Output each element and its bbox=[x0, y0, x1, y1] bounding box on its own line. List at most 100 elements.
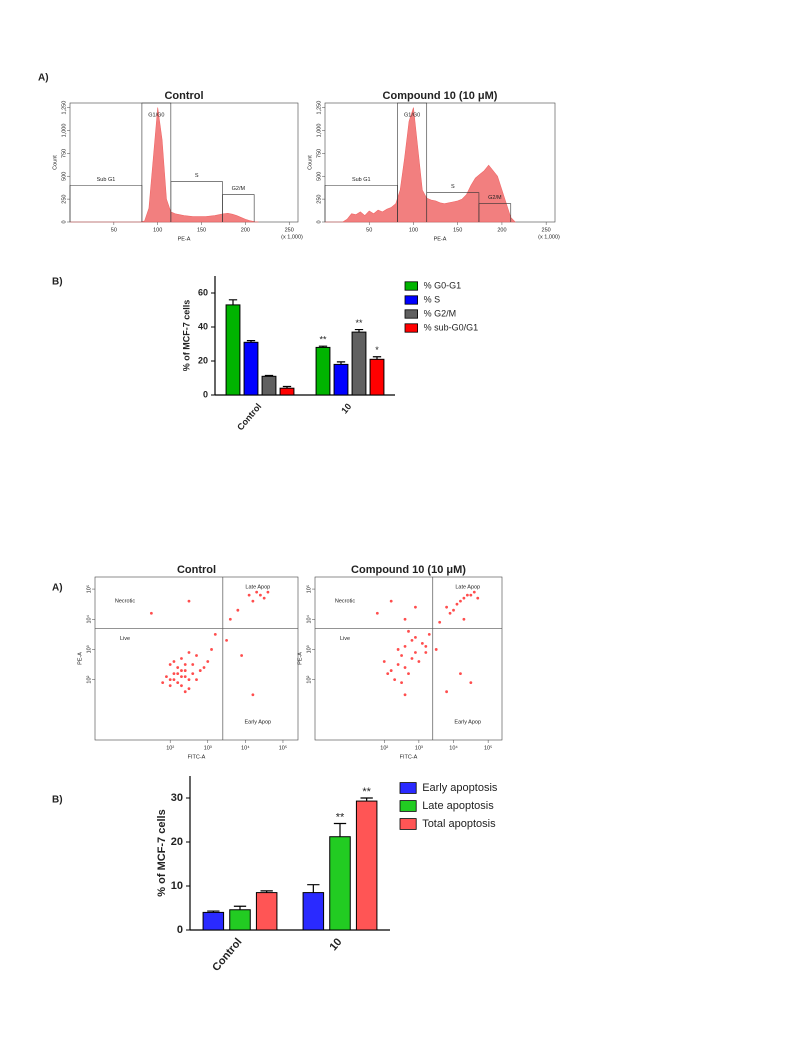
x-axis-note: (x 1,000) bbox=[538, 234, 560, 240]
dot bbox=[213, 632, 217, 636]
x-tick-label: 10⁴ bbox=[449, 744, 458, 751]
bar bbox=[243, 341, 259, 396]
error-bar bbox=[360, 797, 373, 802]
gate-label: S bbox=[451, 184, 455, 190]
y-tick-label: 500 bbox=[316, 172, 322, 181]
y-tick-label: 60 bbox=[198, 287, 208, 297]
dot bbox=[462, 617, 466, 621]
x-axis-note: (x 1,000) bbox=[281, 234, 303, 240]
dot bbox=[228, 617, 232, 621]
error-bar bbox=[372, 356, 382, 360]
y-tick-label: 10² bbox=[306, 675, 312, 683]
legend-label: Late apoptosis bbox=[422, 800, 494, 812]
y-tick-label: 250 bbox=[316, 195, 322, 204]
dot bbox=[424, 651, 428, 654]
y-axis-label: % of MCF-7 cells bbox=[156, 809, 168, 896]
significance-label: ** bbox=[355, 318, 363, 328]
significance-label: * bbox=[375, 345, 379, 355]
dot bbox=[427, 632, 431, 636]
dot bbox=[445, 605, 448, 609]
dot bbox=[417, 660, 421, 663]
legend-label: % G2/M bbox=[424, 308, 457, 318]
x-axis-label: FITC-A bbox=[188, 754, 206, 760]
x-axis-label: FITC-A bbox=[400, 754, 418, 760]
x-tick-label: 200 bbox=[497, 227, 506, 233]
dot bbox=[187, 678, 191, 682]
quadrant-label: Early Apop bbox=[245, 719, 272, 725]
y-tick-label: 10² bbox=[86, 675, 92, 683]
dot bbox=[424, 645, 428, 648]
x-tick-label: 100 bbox=[409, 227, 418, 233]
dot bbox=[403, 693, 407, 697]
y-tick-label: 0 bbox=[61, 220, 67, 223]
x-axis-label: PE-A bbox=[178, 236, 191, 242]
dot bbox=[210, 648, 213, 651]
y-tick-label: 0 bbox=[316, 220, 322, 223]
y-tick-label: 1,250 bbox=[316, 101, 322, 115]
bar bbox=[225, 304, 241, 396]
chart-title: Compound 10 (10 μM) bbox=[351, 564, 466, 576]
error-bar bbox=[260, 890, 273, 893]
x-tick-label: 10² bbox=[380, 745, 388, 751]
x-tick-label: 200 bbox=[241, 227, 250, 233]
error-bar bbox=[354, 328, 364, 333]
dot bbox=[149, 611, 153, 615]
error-bar bbox=[233, 905, 247, 910]
x-tick-label: 10² bbox=[166, 745, 174, 751]
dot bbox=[198, 669, 202, 672]
dot bbox=[389, 669, 393, 672]
error-bar bbox=[333, 822, 347, 837]
error-bar bbox=[228, 299, 238, 305]
dot bbox=[202, 666, 206, 669]
dot bbox=[403, 617, 407, 621]
dot bbox=[448, 611, 452, 615]
dot bbox=[410, 657, 414, 660]
y-tick-label: 10⁵ bbox=[85, 585, 92, 593]
gate-label: Sub G1 bbox=[352, 177, 371, 183]
dot bbox=[462, 596, 466, 600]
chart-title: Compound 10 (10 μM) bbox=[383, 90, 498, 102]
error-bar bbox=[246, 340, 256, 343]
x-tick-label: 150 bbox=[197, 227, 206, 233]
legend-swatch bbox=[399, 818, 417, 830]
dot bbox=[180, 684, 183, 688]
dot bbox=[191, 663, 195, 666]
dot bbox=[407, 672, 410, 675]
quadrant-label: Live bbox=[340, 636, 350, 642]
x-tick-label: Control bbox=[235, 401, 263, 432]
x-tick-label: 10⁴ bbox=[241, 744, 250, 751]
bar bbox=[315, 346, 331, 396]
dot bbox=[172, 678, 176, 682]
dot bbox=[187, 651, 191, 654]
dot bbox=[445, 690, 448, 694]
plot-frame bbox=[69, 102, 299, 223]
significance-label: ** bbox=[362, 786, 371, 798]
panel-label: B) bbox=[52, 277, 63, 288]
bar bbox=[355, 800, 378, 931]
dot bbox=[452, 608, 455, 612]
quadrant-label: Early Apop bbox=[454, 719, 481, 725]
x-tick-label: 50 bbox=[366, 227, 372, 233]
legend-swatch bbox=[404, 309, 419, 319]
y-tick-label: 1,000 bbox=[316, 124, 322, 138]
panel-label: A) bbox=[52, 583, 63, 594]
quadrant-label: Necrotic bbox=[335, 598, 355, 604]
x-tick-label: 10³ bbox=[204, 745, 212, 751]
dot bbox=[187, 687, 191, 691]
plot-frame bbox=[94, 576, 299, 741]
dot bbox=[472, 590, 476, 594]
dot bbox=[414, 651, 417, 654]
dot bbox=[259, 593, 262, 597]
legend-swatch bbox=[404, 281, 419, 291]
y-axis-label: PE-A bbox=[77, 652, 83, 665]
dot bbox=[176, 666, 180, 669]
y-tick-label: 250 bbox=[61, 195, 67, 204]
dot bbox=[434, 648, 438, 651]
y-tick-label: 0 bbox=[203, 389, 208, 399]
quadrant-label: Live bbox=[120, 636, 130, 642]
dot bbox=[438, 620, 442, 624]
bar bbox=[261, 375, 277, 396]
dot bbox=[195, 654, 198, 657]
dot bbox=[459, 599, 462, 603]
